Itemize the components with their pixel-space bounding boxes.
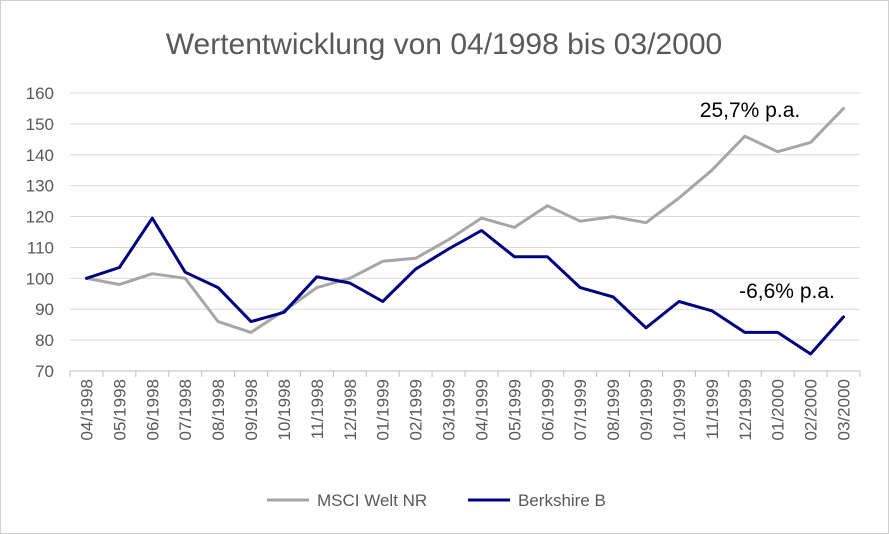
- y-tick-label: 150: [26, 115, 54, 134]
- y-tick-label: 80: [35, 331, 54, 350]
- x-tick-label: 03/1999: [440, 379, 459, 440]
- x-tick-label: 07/1999: [571, 379, 590, 440]
- x-tick-label: 04/1998: [77, 379, 96, 440]
- x-tick-label: 05/1998: [110, 379, 129, 440]
- annotation-label: 25,7% p.a.: [700, 99, 800, 122]
- x-tick-label: 12/1998: [341, 379, 360, 440]
- x-tick-label: 10/1999: [670, 379, 689, 440]
- x-tick-label: 01/1999: [374, 379, 393, 440]
- x-tick-label: 02/2000: [802, 379, 821, 440]
- y-tick-label: 160: [26, 84, 54, 103]
- y-axis-ticks: 70 80 90 100 110 120 130 140 150 160: [26, 84, 54, 381]
- y-tick-label: 100: [26, 269, 54, 288]
- x-tick-label: 08/1998: [209, 379, 228, 440]
- x-tick-label: 03/2000: [835, 379, 854, 440]
- legend: MSCI Welt NR Berkshire B: [267, 491, 606, 510]
- chart-title: Wertentwicklung von 04/1998 bis 03/2000: [166, 28, 722, 61]
- x-tick-label: 12/1999: [736, 379, 755, 440]
- y-tick-label: 70: [35, 362, 54, 381]
- x-tick-label: 09/1998: [242, 379, 261, 440]
- y-tick-label: 140: [26, 146, 54, 165]
- series-line-1: [85, 216, 845, 356]
- x-tick-label: 05/1999: [505, 379, 524, 440]
- x-tick-label: 09/1999: [637, 379, 656, 440]
- x-tick-label: 06/1998: [143, 379, 162, 440]
- x-tick-label: 08/1999: [604, 379, 623, 440]
- x-tick-label: 11/1998: [308, 379, 327, 439]
- series-line-0: [85, 106, 845, 334]
- y-tick-label: 110: [27, 238, 54, 257]
- x-tick-label: 02/1999: [407, 379, 426, 440]
- y-tick-label: 120: [26, 208, 54, 227]
- x-tick-label: 07/1998: [176, 379, 195, 440]
- x-axis: 04/1998 05/1998 06/1998 07/1998 08/1998 09/19…: [69, 370, 861, 440]
- series-lines: [85, 106, 845, 356]
- x-tick-label: 06/1999: [538, 379, 557, 440]
- x-tick-label: 01/2000: [769, 379, 788, 440]
- x-tick-label: 10/1998: [275, 379, 294, 440]
- y-tick-label: 90: [35, 300, 54, 319]
- gridlines: [70, 92, 860, 341]
- legend-label: Berkshire B: [518, 491, 606, 510]
- x-tick-label: 04/1999: [472, 379, 491, 440]
- legend-label: MSCI Welt NR: [317, 491, 427, 510]
- annotation-label: -6,6% p.a.: [739, 280, 835, 303]
- x-tick-label: 11/1999: [703, 379, 722, 439]
- y-tick-label: 130: [26, 177, 54, 196]
- annotations: 25,7% p.a. -6,6% p.a.: [700, 99, 835, 303]
